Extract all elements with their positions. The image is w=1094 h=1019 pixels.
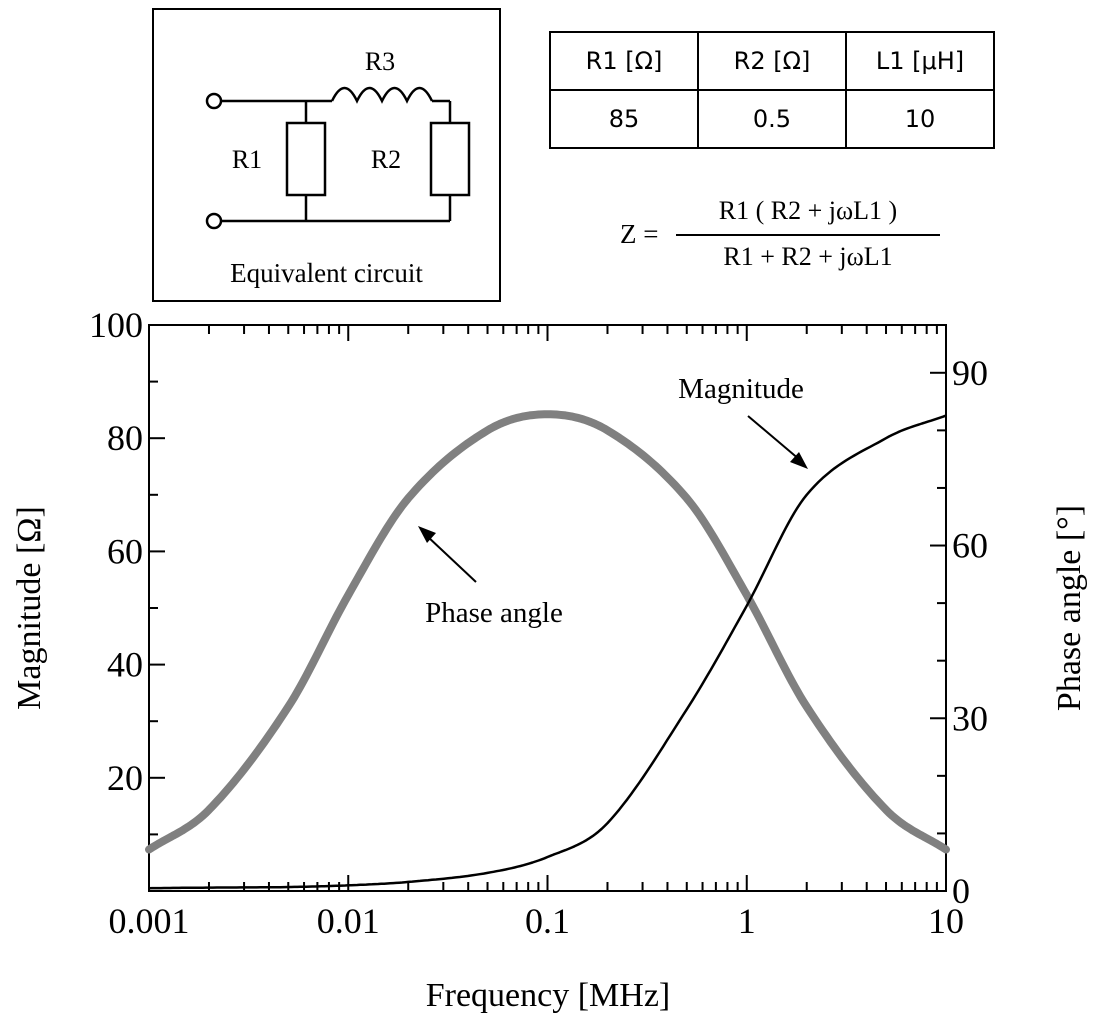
r1-resistor bbox=[285, 121, 327, 197]
x-tick-label: 0.01 bbox=[317, 901, 380, 941]
magnitude-arrow bbox=[747, 415, 801, 461]
x-tick-label: 0.001 bbox=[109, 901, 190, 941]
formula-denominator: R1 + R2 + jωL1 bbox=[723, 242, 893, 271]
y-tick-label: 80 bbox=[107, 418, 143, 458]
r1-label: R1 bbox=[232, 145, 262, 174]
y-tick-label: 20 bbox=[107, 758, 143, 798]
y2-tick-label: 90 bbox=[952, 353, 988, 393]
r2-resistor bbox=[429, 121, 471, 197]
x-axis-label: Frequency [MHz] bbox=[426, 977, 671, 1014]
r3-label: R3 bbox=[365, 47, 395, 76]
y-tick-label: 40 bbox=[107, 645, 143, 685]
magnitude-arrowhead bbox=[790, 452, 808, 469]
phase-angle-annotation: Phase angle bbox=[425, 597, 563, 629]
header-r1: R1 [Ω] bbox=[549, 31, 699, 91]
phase-angle-line bbox=[145, 410, 950, 854]
impedance-chart: 0.001 0.01 0.1 1 10 20 40 60 80 100 0 30 60 90 Magnit… bbox=[11, 305, 1088, 1014]
x-tick-label: 0.1 bbox=[525, 901, 570, 941]
phase-arrow bbox=[426, 535, 477, 583]
circuit-caption: Equivalent circuit bbox=[230, 258, 423, 288]
formula-lhs: Z = bbox=[620, 219, 659, 249]
bottom-terminal bbox=[205, 212, 223, 230]
r3-inductor bbox=[330, 86, 434, 104]
y-tick-label: 60 bbox=[107, 531, 143, 571]
y2-tick-label: 0 bbox=[952, 871, 970, 911]
circuit-diagram: R3 R1 R2 bbox=[205, 47, 471, 230]
formula-numerator: R1 ( R2 + jωL1 ) bbox=[718, 196, 898, 225]
y-axis-label: Magnitude [Ω] bbox=[11, 506, 48, 710]
y2-axis-label: Phase angle [°] bbox=[1051, 505, 1088, 711]
equivalent-circuit-panel: R3 R1 R2 Equivalent circuit bbox=[152, 8, 501, 302]
fraction-bar bbox=[676, 234, 940, 236]
y2-tick-label: 60 bbox=[952, 526, 988, 566]
y2-tick-label: 30 bbox=[952, 698, 988, 738]
table-value-row: 85 0.5 10 bbox=[549, 89, 995, 149]
x-tick-label: 1 bbox=[738, 901, 756, 941]
value-r1: 85 bbox=[549, 89, 699, 149]
r2-label: R2 bbox=[371, 145, 401, 174]
top-terminal bbox=[205, 92, 223, 110]
magnitude-annotation: Magnitude bbox=[678, 373, 804, 405]
header-r2: R2 [Ω] bbox=[697, 31, 847, 91]
y-tick-label: 100 bbox=[89, 305, 143, 345]
value-r2: 0.5 bbox=[697, 89, 847, 149]
magnitude-line bbox=[148, 414, 947, 890]
value-l1: 10 bbox=[845, 89, 995, 149]
x-tick-label: 10 bbox=[928, 901, 964, 941]
axis-ticks bbox=[148, 325, 947, 891]
phase-arrowhead bbox=[418, 526, 436, 543]
table-header-row: R1 [Ω] R2 [Ω] L1 [μH] bbox=[549, 31, 995, 91]
impedance-formula: Z = R1 ( R2 + jωL1 ) R1 + R2 + jωL1 bbox=[620, 192, 950, 287]
header-l1: L1 [μH] bbox=[845, 31, 995, 91]
parameter-table: R1 [Ω] R2 [Ω] L1 [μH] 85 0.5 10 bbox=[549, 31, 995, 149]
tick-labels: 0.001 0.01 0.1 1 10 20 40 60 80 100 0 30 60 90 bbox=[89, 305, 988, 941]
